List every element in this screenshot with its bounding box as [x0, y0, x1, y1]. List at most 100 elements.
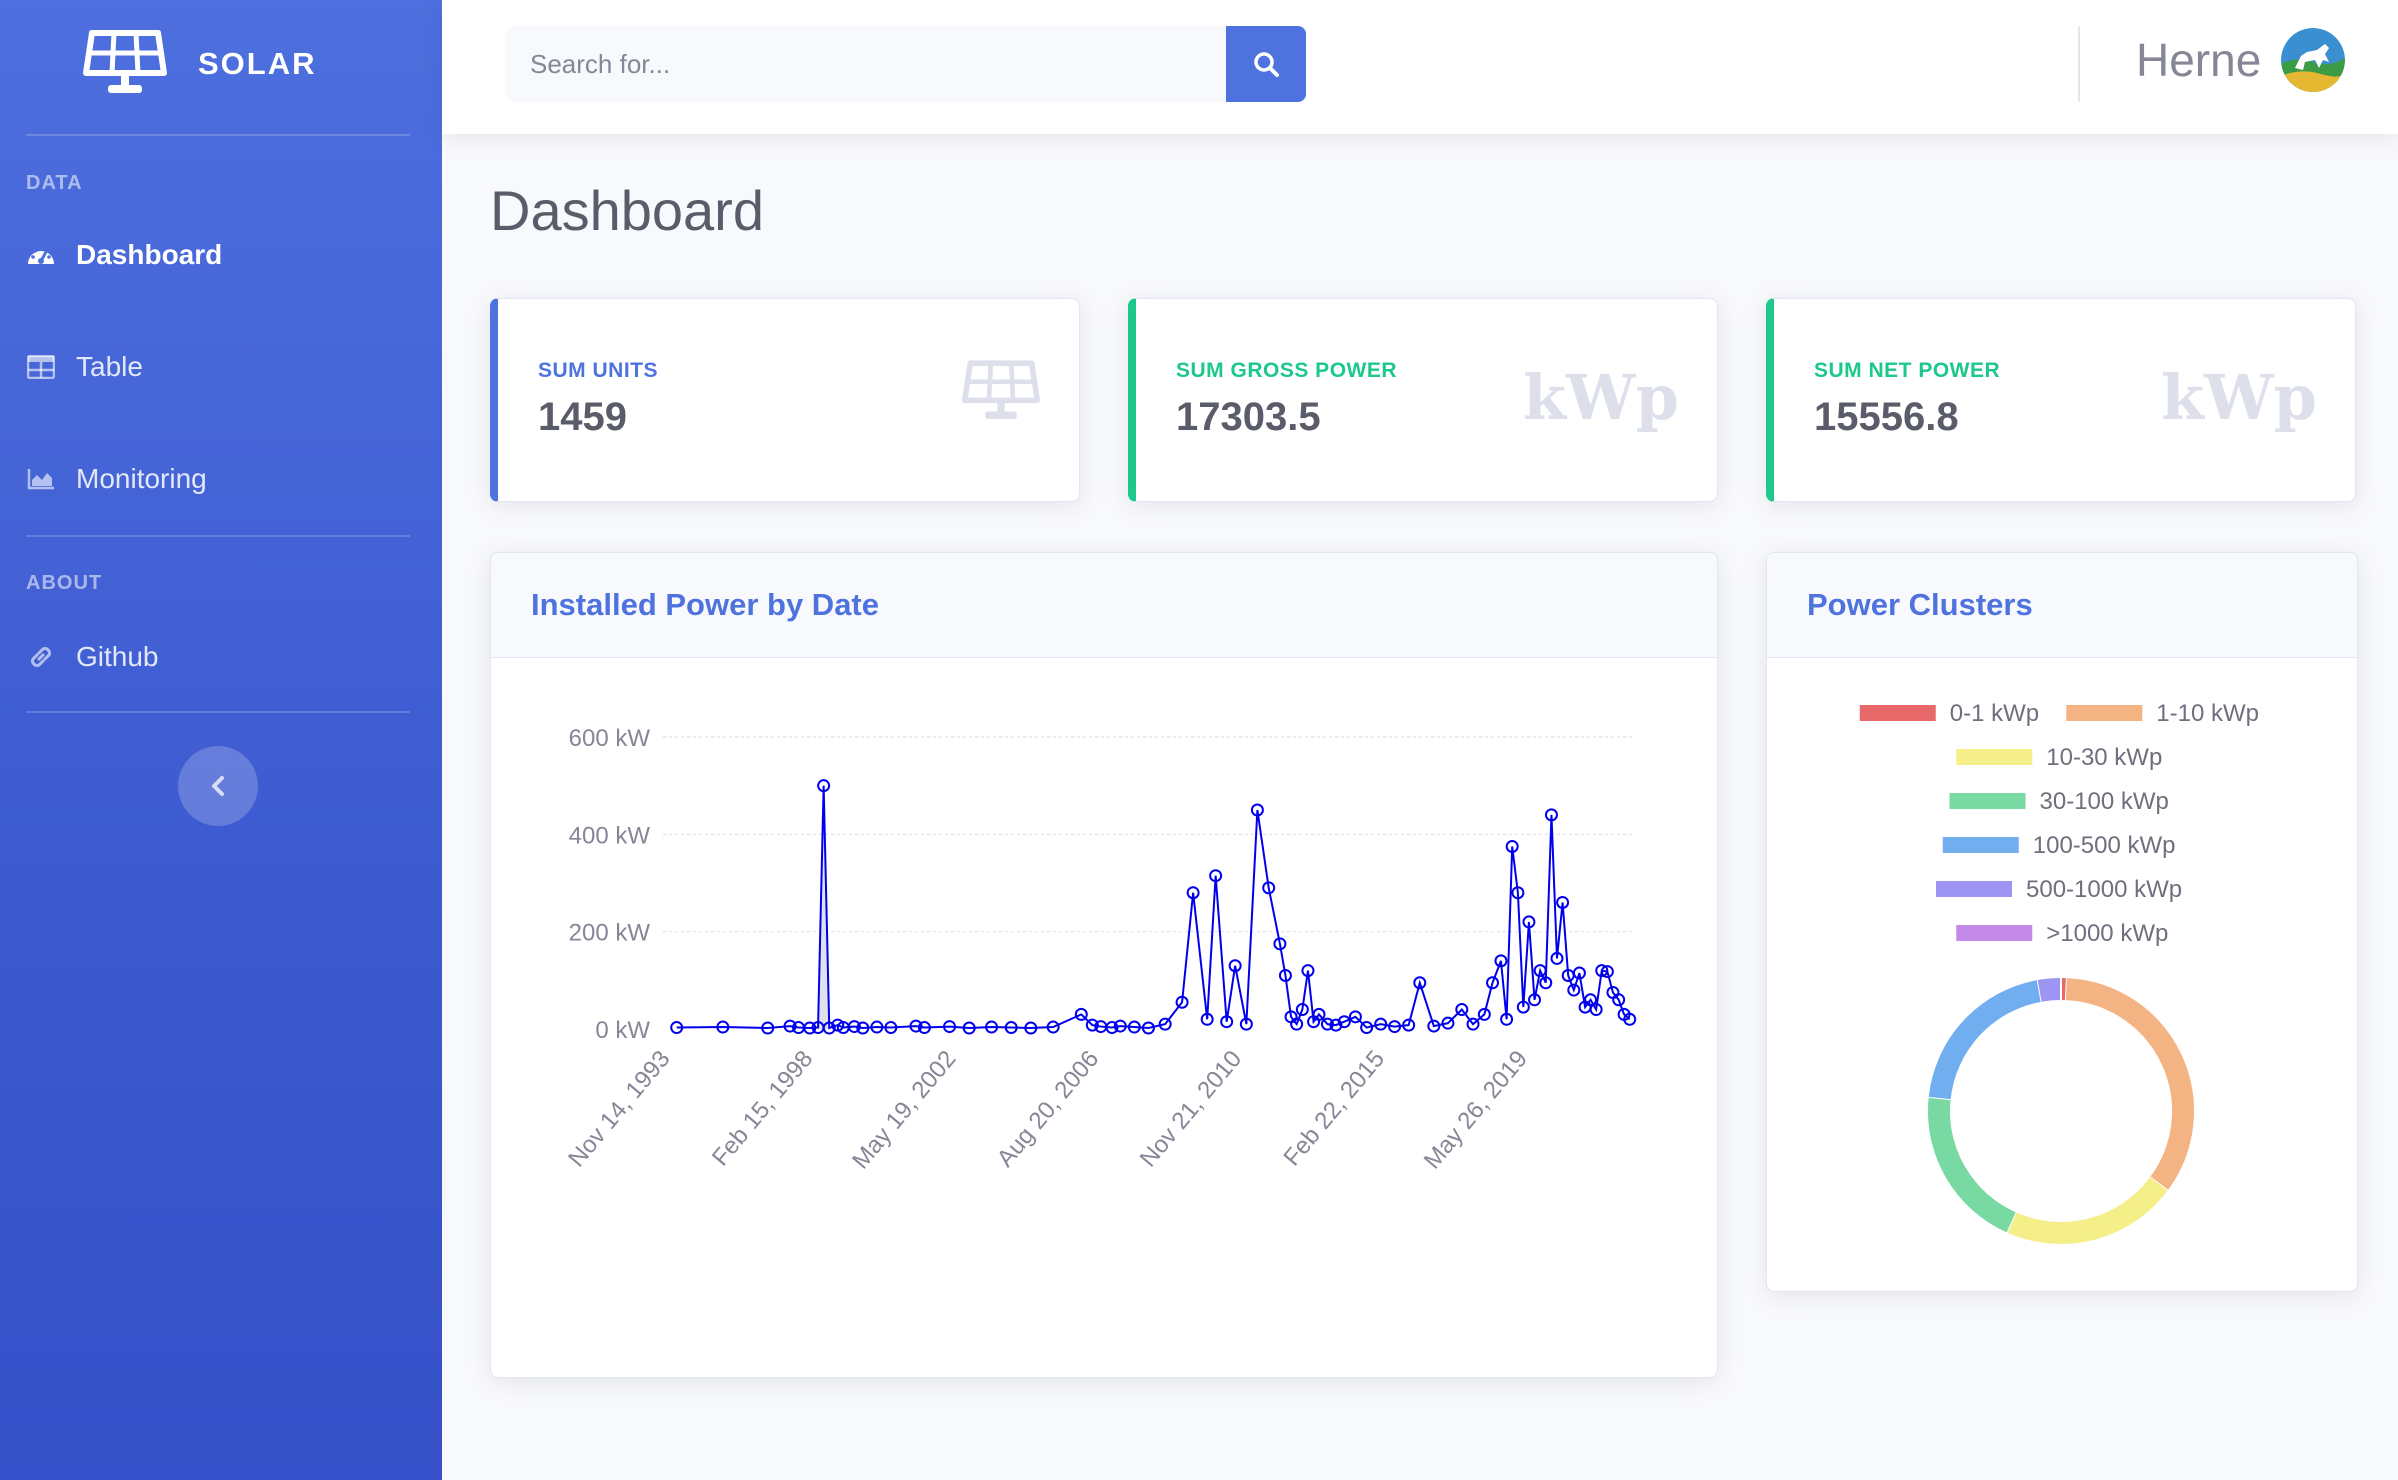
- x-tick-label: Feb 22, 2015: [1278, 1046, 1390, 1172]
- sidebar-item-github[interactable]: Github: [26, 632, 159, 682]
- data-point: [803, 1021, 817, 1035]
- data-point: [1239, 1017, 1253, 1031]
- x-tick-label: Nov 14, 1993: [563, 1046, 675, 1173]
- search-icon: [1254, 52, 1279, 77]
- data-point: [1348, 1010, 1362, 1024]
- data-point: [1127, 1020, 1141, 1034]
- donut-slice: [2065, 978, 2194, 1191]
- data-point: [985, 1020, 999, 1034]
- data-point: [856, 1021, 870, 1035]
- y-tick-label: 400 kW: [569, 822, 651, 849]
- card-title: Installed Power by Date: [531, 587, 879, 622]
- y-tick-label: 600 kW: [569, 725, 651, 752]
- data-point: [1600, 965, 1614, 979]
- data-point: [1262, 881, 1276, 895]
- data-point: [817, 779, 831, 793]
- stat-label: SUM NET POWER: [1814, 359, 2001, 382]
- data-point: [1220, 1015, 1234, 1029]
- data-point: [1486, 976, 1500, 990]
- legend-label: 1-10 kWp: [2156, 700, 2259, 727]
- sidebar-item-label: Table: [76, 351, 143, 382]
- sidebar-divider: [26, 535, 410, 537]
- data-point: [1441, 1016, 1455, 1030]
- stat-unit: kWp: [2161, 361, 2317, 434]
- legend-swatch: [1949, 793, 2026, 809]
- card-title: Power Clusters: [1807, 587, 2033, 622]
- card-header: Power Clusters: [1767, 553, 2357, 658]
- donut-chart[interactable]: 0-1 kWp 1-10 kWp 10-30 kWp 30-100 kWp 100-50…: [1767, 657, 2357, 1291]
- data-point: [1295, 1003, 1309, 1017]
- donut-slice: [1928, 1096, 2016, 1233]
- slice-separator: [2149, 1176, 2169, 1192]
- data-point: [1623, 1012, 1637, 1026]
- search-input[interactable]: [506, 26, 1226, 102]
- data-point: [1074, 1007, 1088, 1021]
- data-point: [1105, 1021, 1119, 1035]
- line-chart-card: Installed Power by Date 0 kW 200 kW 400 kW…: [490, 552, 1718, 1378]
- donut-slice: [2037, 978, 2062, 1002]
- data-point: [1477, 1007, 1491, 1021]
- legend-swatch: [1956, 749, 2033, 765]
- legend-swatch: [2066, 705, 2143, 721]
- legend-swatch: [1942, 837, 2019, 853]
- sidebar: SOLAR DATA Dashboard Table: [0, 0, 442, 1480]
- avatar: [2281, 28, 2346, 92]
- series-area: [818, 785, 830, 1029]
- line-chart[interactable]: 0 kW 200 kW 400 kW 600 kW Nov 14, 1993 Feb 15…: [491, 657, 1717, 1377]
- search-button[interactable]: [1226, 26, 1306, 102]
- data-point: [1595, 964, 1609, 978]
- data-point: [1209, 869, 1223, 883]
- data-point: [1329, 1018, 1343, 1032]
- sidebar-item-monitoring[interactable]: Monitoring: [26, 454, 207, 504]
- stat-card-sum-net-power: SUM NET POWER 15556.8 kWp: [1766, 298, 2356, 502]
- sidebar-item-table[interactable]: Table: [26, 342, 143, 392]
- user-menu[interactable]: Herne: [2136, 28, 2346, 92]
- area-chart-icon: [26, 464, 56, 494]
- data-point: [1113, 1019, 1127, 1033]
- stat-value: 15556.8: [1814, 395, 1959, 439]
- data-point: [761, 1021, 775, 1035]
- data-point: [1427, 1019, 1441, 1033]
- data-point: [1273, 937, 1287, 951]
- data-point: [1612, 993, 1626, 1007]
- data-point: [1584, 993, 1598, 1007]
- stat-card-sum-units: SUM UNITS 1459: [490, 298, 1080, 502]
- data-point: [822, 1021, 836, 1035]
- brand-name: SOLAR: [198, 46, 317, 81]
- x-tick-label: May 19, 2002: [847, 1046, 961, 1175]
- sidebar-heading-data: DATA: [26, 172, 83, 194]
- data-point: [1085, 1018, 1099, 1032]
- data-point: [1200, 1012, 1214, 1026]
- brand[interactable]: SOLAR: [82, 24, 317, 104]
- legend-label: 10-30 kWp: [2046, 744, 2162, 771]
- data-point: [1589, 1003, 1603, 1017]
- legend-swatch: [1956, 925, 2033, 941]
- data-point: [1533, 964, 1547, 978]
- donut-slice: [2006, 1177, 2168, 1244]
- data-point: [1312, 1007, 1326, 1021]
- sidebar-toggle-button[interactable]: [178, 746, 258, 826]
- stat-card-sum-gross-power: SUM GROSS POWER 17303.5 kWp: [1128, 298, 1718, 502]
- data-point: [1024, 1021, 1038, 1035]
- sidebar-item-label: Dashboard: [76, 239, 223, 270]
- data-point: [1301, 964, 1315, 978]
- legend-label: 100-500 kWp: [2033, 832, 2176, 859]
- search-bar: [506, 26, 1306, 102]
- data-point: [1278, 968, 1292, 982]
- data-point: [783, 1019, 797, 1033]
- sidebar-item-dashboard[interactable]: Dashboard: [26, 230, 222, 280]
- data-point: [716, 1020, 730, 1034]
- stat-label: SUM GROSS POWER: [1176, 359, 1398, 382]
- stat-value: 1459: [538, 395, 627, 439]
- data-point: [1046, 1020, 1060, 1034]
- y-tick-label: 200 kW: [569, 920, 651, 947]
- data-point: [670, 1021, 684, 1035]
- data-point: [1388, 1020, 1402, 1034]
- data-point: [1402, 1018, 1416, 1032]
- data-point: [1158, 1017, 1172, 1031]
- data-point: [1228, 959, 1242, 973]
- legend-label: >1000 kWp: [2046, 920, 2168, 947]
- link-icon: [26, 642, 56, 672]
- data-point: [1539, 976, 1553, 990]
- data-point: [1337, 1015, 1351, 1029]
